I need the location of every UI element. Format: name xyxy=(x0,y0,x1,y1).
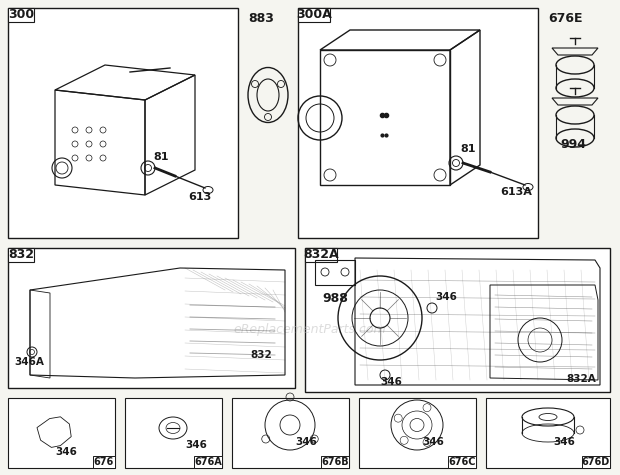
Text: 81: 81 xyxy=(460,144,476,154)
Text: 613: 613 xyxy=(188,192,211,202)
Bar xyxy=(305,248,337,262)
Text: 676C: 676C xyxy=(448,457,476,467)
Text: 300: 300 xyxy=(8,9,34,21)
Bar xyxy=(448,456,476,468)
Text: 300A: 300A xyxy=(296,9,332,21)
Text: 832A: 832A xyxy=(566,374,596,384)
Bar xyxy=(486,398,610,468)
Text: 676B: 676B xyxy=(321,457,349,467)
Bar xyxy=(8,8,238,238)
Text: 346: 346 xyxy=(185,440,207,450)
Text: 832: 832 xyxy=(250,350,272,360)
Bar xyxy=(125,398,222,468)
Text: 832A: 832A xyxy=(303,248,339,262)
Text: 988: 988 xyxy=(322,292,348,305)
Text: 676A: 676A xyxy=(194,457,222,467)
Text: 676: 676 xyxy=(94,457,114,467)
Bar xyxy=(298,8,538,238)
Bar xyxy=(194,456,222,468)
Bar xyxy=(298,8,330,22)
Text: 81: 81 xyxy=(153,152,169,162)
Bar xyxy=(582,456,610,468)
Text: eReplacementParts.com: eReplacementParts.com xyxy=(234,323,386,336)
Text: 676E: 676E xyxy=(548,12,583,25)
Text: 994: 994 xyxy=(560,138,586,151)
Bar xyxy=(8,248,295,388)
Text: 832: 832 xyxy=(8,248,34,262)
Bar xyxy=(8,248,34,262)
Text: 676D: 676D xyxy=(582,457,610,467)
Text: 346: 346 xyxy=(55,447,77,457)
Bar xyxy=(359,398,476,468)
Bar xyxy=(8,8,34,22)
Bar xyxy=(92,456,115,468)
Bar xyxy=(8,398,115,468)
Text: 613A: 613A xyxy=(500,187,532,197)
Text: 346A: 346A xyxy=(14,357,44,367)
Text: 346: 346 xyxy=(295,437,317,447)
Text: 346: 346 xyxy=(553,437,575,447)
Bar xyxy=(232,398,349,468)
Bar xyxy=(305,248,610,392)
Text: 883: 883 xyxy=(248,12,274,25)
Text: 346: 346 xyxy=(435,292,457,302)
Text: 346: 346 xyxy=(380,377,402,387)
Bar xyxy=(321,456,349,468)
Text: 346: 346 xyxy=(422,437,444,447)
